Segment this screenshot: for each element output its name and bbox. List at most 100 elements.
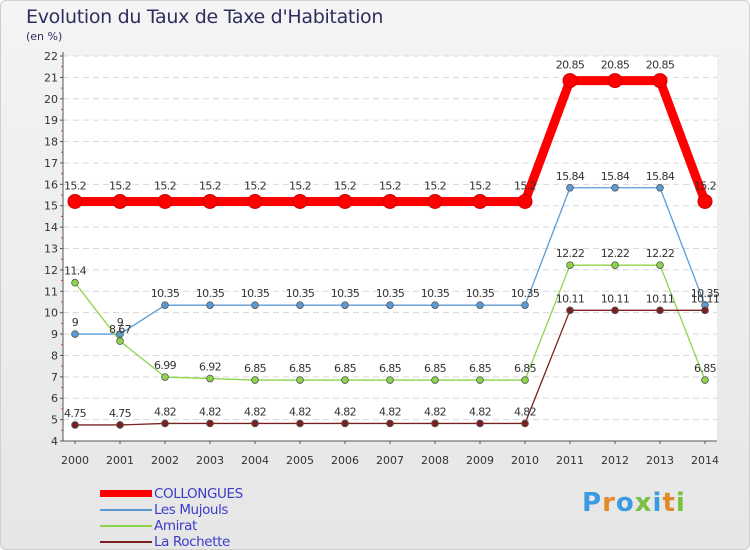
y-tick-label: 8 — [51, 349, 58, 362]
data-label: 15.84 — [601, 170, 630, 183]
data-label: 6.85 — [379, 362, 402, 375]
data-label: 4.75 — [109, 407, 132, 420]
data-label: 15.2 — [244, 179, 266, 192]
legend-swatch — [100, 490, 152, 497]
data-label: 15.2 — [424, 179, 446, 192]
data-label: 4.82 — [379, 405, 401, 418]
data-point — [112, 193, 128, 209]
y-tick-label: 13 — [44, 243, 58, 256]
data-label: 10.11 — [646, 292, 675, 305]
y-tick-label: 22 — [44, 50, 58, 63]
data-label: 15.2 — [64, 179, 86, 192]
data-point — [251, 301, 259, 309]
data-label: 4.75 — [64, 407, 87, 420]
data-label: 15.2 — [154, 179, 176, 192]
data-label: 10.35 — [241, 287, 270, 300]
data-point — [521, 419, 529, 428]
data-point — [611, 306, 619, 315]
data-point — [157, 193, 173, 209]
data-label: 9 — [117, 316, 124, 329]
x-tick-label: 2002 — [151, 454, 179, 467]
data-label: 10.35 — [331, 287, 360, 300]
data-label: 6.85 — [469, 362, 492, 375]
data-label: 4.82 — [289, 405, 311, 418]
data-label: 10.35 — [376, 287, 405, 300]
data-point — [611, 183, 619, 192]
data-point — [521, 301, 529, 309]
x-tick-label: 2007 — [376, 454, 404, 467]
data-point — [296, 301, 304, 309]
data-point — [697, 193, 713, 209]
x-tick-label: 2003 — [196, 454, 224, 467]
data-point — [386, 419, 394, 428]
y-tick-label: 5 — [51, 414, 58, 427]
data-label: 15.2 — [199, 179, 221, 192]
data-label: 4.82 — [469, 405, 491, 418]
data-point — [116, 337, 124, 345]
data-label: 8.67 — [109, 323, 132, 336]
data-label: 20.85 — [646, 59, 675, 72]
data-label: 10.35 — [691, 287, 720, 300]
data-point — [161, 373, 169, 381]
logo-letter: x — [634, 488, 653, 518]
y-tick-label: 7 — [51, 371, 58, 384]
data-label: 10.11 — [601, 292, 630, 305]
logo-letter: t — [662, 488, 676, 518]
data-label: 10.35 — [286, 287, 315, 300]
x-tick-label: 2013 — [646, 454, 674, 467]
data-point — [71, 278, 79, 287]
data-label: 12.22 — [601, 247, 630, 260]
x-tick-label: 2014 — [691, 454, 719, 467]
data-point — [517, 193, 533, 209]
data-label: 6.99 — [154, 359, 177, 372]
data-point — [607, 73, 623, 89]
data-label: 10.11 — [556, 292, 585, 305]
data-point — [521, 376, 529, 384]
data-point — [656, 183, 664, 192]
data-point — [161, 419, 169, 428]
data-point — [206, 419, 214, 428]
logo-letter: i — [675, 488, 686, 518]
y-tick-label: 4 — [51, 435, 58, 448]
y-tick-label: 15 — [44, 200, 58, 213]
y-tick-label: 14 — [44, 221, 58, 234]
data-label: 15.2 — [334, 179, 356, 192]
data-label: 6.85 — [514, 362, 537, 375]
data-label: 20.85 — [601, 59, 630, 72]
data-point — [161, 301, 169, 309]
data-point — [701, 376, 709, 384]
data-label: 4.82 — [334, 405, 356, 418]
x-tick-label: 2009 — [466, 454, 494, 467]
data-label: 15.2 — [289, 179, 311, 192]
data-label: 4.82 — [154, 405, 176, 418]
data-label: 4.82 — [244, 405, 266, 418]
y-tick-label: 10 — [44, 307, 58, 320]
data-point — [562, 73, 578, 89]
data-point — [341, 376, 349, 384]
data-point — [701, 306, 709, 315]
y-tick-label: 11 — [44, 285, 58, 298]
data-label: 10.35 — [511, 287, 540, 300]
data-label: 6.85 — [244, 362, 267, 375]
data-label: 10.11 — [691, 292, 720, 305]
data-point — [251, 376, 259, 384]
logo-letter: i — [652, 488, 663, 518]
data-point — [431, 376, 439, 384]
x-tick-label: 2010 — [511, 454, 539, 467]
data-label: 15.2 — [469, 179, 491, 192]
data-point — [431, 419, 439, 428]
data-point — [652, 73, 668, 89]
y-tick-label: 17 — [44, 157, 58, 170]
logo-letter: o — [615, 488, 635, 518]
chart-unit-label: (en %) — [26, 30, 63, 43]
data-point — [566, 183, 574, 192]
legend-swatch — [100, 509, 152, 511]
data-label: 6.85 — [424, 362, 447, 375]
y-tick-label: 6 — [51, 392, 58, 405]
data-point — [431, 301, 439, 309]
data-label: 6.85 — [694, 362, 717, 375]
data-point — [251, 419, 259, 428]
data-point — [386, 376, 394, 384]
data-label: 6.85 — [289, 362, 312, 375]
x-tick-label: 2012 — [601, 454, 629, 467]
